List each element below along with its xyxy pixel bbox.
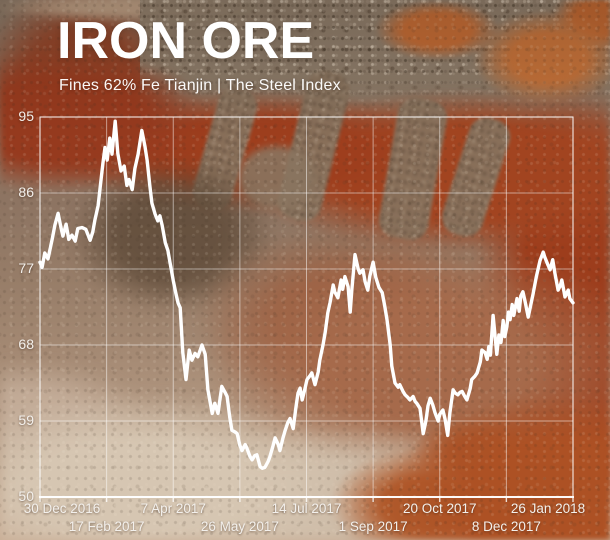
y-tick-label: 59 (18, 412, 34, 428)
x-tick-label: 14 Jul 2017 (271, 501, 342, 516)
page-subtitle: Fines 62% Fe Tianjin | The Steel Index (59, 76, 341, 94)
x-tick-label: 8 Dec 2017 (471, 519, 541, 534)
y-tick-label: 95 (18, 108, 34, 124)
x-tick-label: 1 Sep 2017 (338, 519, 408, 534)
y-tick-label: 68 (18, 336, 34, 352)
chart-header: IRON ORE Fines 62% Fe Tianjin | The Stee… (57, 14, 341, 95)
y-tick-label: 86 (18, 184, 34, 200)
x-tick-label: 26 May 2017 (200, 519, 279, 534)
x-tick-label: 30 Dec 2016 (23, 501, 101, 516)
x-tick-label: 17 Feb 2017 (68, 519, 145, 534)
y-tick-label: 77 (18, 260, 34, 276)
x-tick-label: 26 Jan 2018 (510, 501, 586, 516)
x-tick-label: 7 Apr 2017 (140, 501, 206, 516)
page-title: IRON ORE (57, 12, 315, 70)
x-tick-label: 20 Oct 2017 (402, 501, 477, 516)
